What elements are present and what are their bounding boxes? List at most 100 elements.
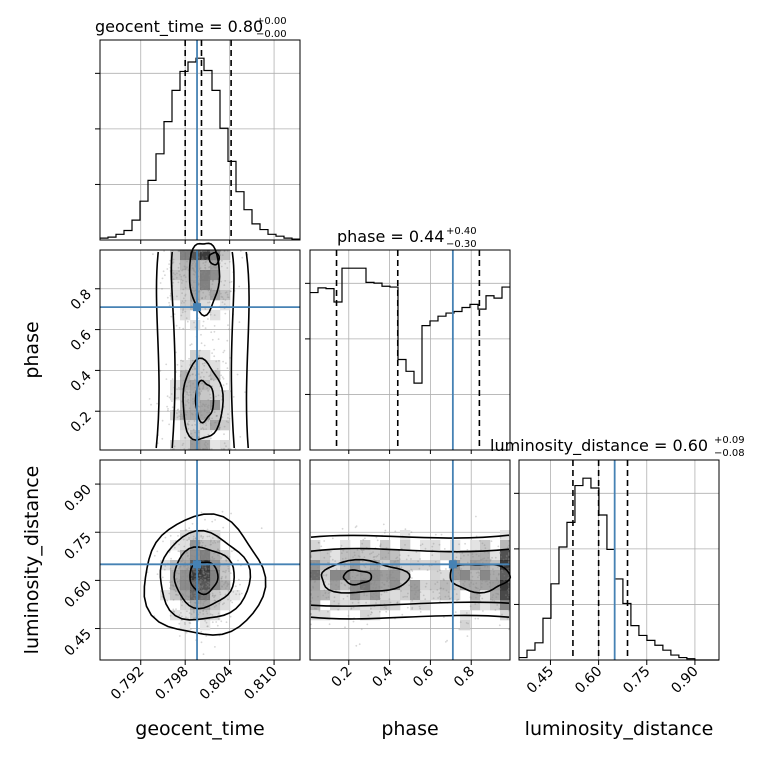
density-cell [500,570,511,581]
sample-point [213,272,216,275]
sample-point [191,262,194,265]
sample-point [202,368,205,371]
sample-point [189,448,191,450]
sample-point [172,281,175,284]
sample-point [468,572,470,575]
sample-point [191,259,193,262]
sample-point [206,555,208,557]
sample-point [496,604,499,606]
sample-point [198,355,201,357]
sample-point [310,602,312,605]
sample-point [167,409,169,412]
sample-point [208,411,211,414]
density-cell [480,570,491,581]
sample-point [207,584,210,586]
sample-point [369,582,372,585]
sample-point [191,368,194,371]
sample-point [184,623,187,626]
sample-point [192,401,195,403]
sample-point [180,619,183,621]
sample-point [496,579,499,581]
sample-point [221,570,224,573]
sample-point [497,545,500,548]
sample-point [388,577,391,580]
density-cell [500,580,511,591]
density-cell [320,570,331,581]
truth-point [448,560,457,569]
sample-point [202,287,205,290]
density-cell [160,590,171,601]
density-cell [500,590,511,601]
sample-point [440,533,443,536]
density-cell [450,590,461,601]
sample-point [178,580,181,582]
sample-point [228,328,230,331]
sample-point [198,574,201,577]
sample-point [487,557,489,559]
sample-point [161,576,164,579]
sample-point [239,436,242,438]
sample-point [213,411,216,414]
sample-point [184,268,186,271]
sample-point [226,339,229,342]
density-cell [400,530,411,541]
sample-point [370,595,373,598]
density-cell [210,380,221,391]
sample-point [197,542,200,544]
density-cell [420,590,431,601]
sample-point [458,628,461,631]
density-cell [210,250,221,261]
sample-point [202,589,205,591]
sample-point [479,594,482,597]
density-cell [460,580,471,591]
sample-point [508,592,510,594]
density-cell [370,580,381,591]
density-cell [500,610,511,621]
sample-point [313,581,316,583]
density-cell [200,410,211,421]
density-cell [220,600,231,611]
sample-point [334,560,337,562]
sample-point [379,574,381,576]
sample-point [202,275,204,277]
sample-point [221,510,224,513]
sample-point [402,596,405,598]
density-cell [400,570,411,581]
sample-point [201,545,204,548]
sample-point [190,572,193,575]
sample-point [411,606,414,609]
sample-point [431,554,434,557]
sample-point [193,569,196,572]
sample-point [419,558,421,560]
sample-point [442,587,445,590]
sample-point [194,578,197,580]
contour-geocent-time-luminosity-distance [189,561,219,596]
sample-point [358,584,361,587]
sample-point [455,593,458,595]
tick-label-y-phase: 0.8 [68,286,95,313]
sample-point [176,363,179,366]
sample-point [499,551,502,554]
sample-point [492,568,494,571]
sample-point [393,585,396,588]
sample-point [193,583,196,586]
sample-point [227,324,229,327]
sample-point [206,597,209,600]
sample-point [218,290,221,293]
sample-point [388,575,391,578]
sample-point [228,448,231,450]
sample-point [508,606,510,609]
sample-point [335,568,338,571]
density-cell [330,600,341,611]
sample-point [194,558,197,561]
tick-label-x-phase: 0.2 [329,664,356,691]
sample-point [190,299,193,302]
sample-point [183,545,186,548]
sample-point [208,280,210,282]
sample-point [187,596,190,598]
sample-point [204,405,206,408]
sample-point [202,566,204,569]
density-cell [480,590,491,601]
sample-point [351,594,353,596]
density-cell [190,440,201,451]
